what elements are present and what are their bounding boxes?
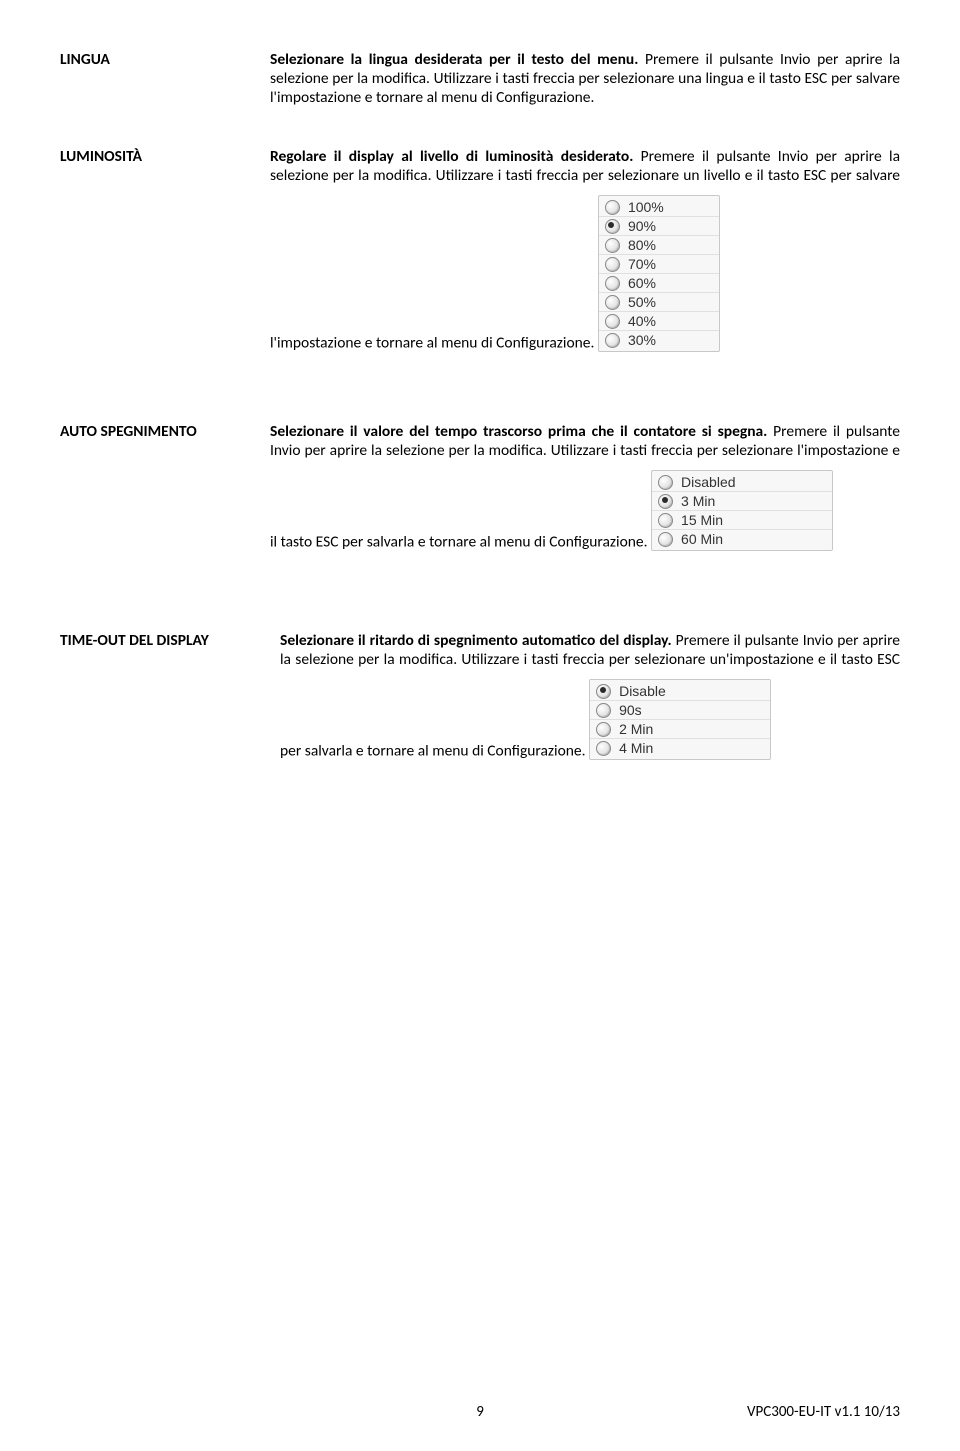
body-timeout-display: Selezionare il ritardo di spegnimento au… [280,631,900,770]
option-row[interactable]: 80% [599,236,719,255]
rest-luminosita: Premere il pulsante Invio per aprire la … [270,147,900,353]
option-label: 15 Min [681,512,723,528]
option-row[interactable]: 2 Min [590,720,770,739]
label-auto-spegnimento: AUTO SPEGNIMENTO [60,422,270,441]
page: LINGUA Selezionare la lingua desiderata … [0,0,960,1451]
option-label: 50% [628,294,656,310]
option-label: 100% [628,199,664,215]
label-timeout-display: TIME-OUT DEL DISPLAY [60,631,280,650]
options-timeout-display: Disable 90s 2 Min 4 Min [589,679,771,760]
section-auto-spegnimento: AUTO SPEGNIMENTO Selezionare il valore d… [60,422,900,561]
radio-icon[interactable] [605,333,620,348]
lead-timeout-display: Selezionare il ritardo di spegnimento au… [280,631,672,650]
body-lingua: Selezionare la lingua desiderata per il … [270,50,900,107]
lead-auto-spegnimento: Selezionare il valore del tempo trascors… [270,422,767,441]
body-luminosita: Regolare il display al livello di lumino… [270,147,900,362]
option-row[interactable]: 70% [599,255,719,274]
options-luminosita: 100% 90% 80% 70% 60% 50% 40% 30% [598,195,720,352]
radio-icon[interactable] [596,722,611,737]
footer: 9 VPC300-EU-IT v1.1 10/13 [60,1403,900,1421]
option-label: Disable [619,683,666,699]
footer-page: 9 [476,1403,484,1421]
options-auto-spegnimento: Disabled 3 Min 15 Min 60 Min [651,470,833,551]
option-row[interactable]: 15 Min [652,511,832,530]
option-label: 90% [628,218,656,234]
radio-icon[interactable] [605,314,620,329]
radio-icon[interactable] [596,703,611,718]
option-label: Disabled [681,474,735,490]
option-label: 2 Min [619,721,653,737]
option-row[interactable]: 60% [599,274,719,293]
section-luminosita: LUMINOSITÀ Regolare il display al livell… [60,147,900,362]
radio-icon[interactable] [605,219,620,234]
option-label: 80% [628,237,656,253]
radio-icon[interactable] [605,276,620,291]
label-luminosita: LUMINOSITÀ [60,147,270,166]
option-label: 70% [628,256,656,272]
option-row[interactable]: 3 Min [652,492,832,511]
option-label: 4 Min [619,740,653,756]
option-row[interactable]: 30% [599,331,719,349]
option-label: 60% [628,275,656,291]
section-timeout-display: TIME-OUT DEL DISPLAY Selezionare il rita… [60,631,900,770]
radio-icon[interactable] [605,200,620,215]
option-label: 60 Min [681,531,723,547]
radio-icon[interactable] [658,494,673,509]
radio-icon[interactable] [596,684,611,699]
option-row[interactable]: Disable [590,682,770,701]
option-label: 3 Min [681,493,715,509]
option-row[interactable]: 40% [599,312,719,331]
option-row[interactable]: 90s [590,701,770,720]
radio-icon[interactable] [605,238,620,253]
option-row[interactable]: 4 Min [590,739,770,757]
option-row[interactable]: Disabled [652,473,832,492]
option-label: 40% [628,313,656,329]
lead-lingua: Selezionare la lingua desiderata per il … [270,50,638,69]
radio-icon[interactable] [658,513,673,528]
radio-icon[interactable] [605,295,620,310]
lead-luminosita: Regolare il display al livello di lumino… [270,147,633,166]
option-label: 30% [628,332,656,348]
radio-icon[interactable] [596,741,611,756]
section-lingua: LINGUA Selezionare la lingua desiderata … [60,50,900,107]
radio-icon[interactable] [658,532,673,547]
option-row[interactable]: 90% [599,217,719,236]
option-row[interactable]: 60 Min [652,530,832,548]
label-lingua: LINGUA [60,50,270,69]
radio-icon[interactable] [605,257,620,272]
option-label: 90s [619,702,642,718]
option-row[interactable]: 100% [599,198,719,217]
body-auto-spegnimento: Selezionare il valore del tempo trascors… [270,422,900,561]
footer-doc: VPC300-EU-IT v1.1 10/13 [747,1403,900,1421]
radio-icon[interactable] [658,475,673,490]
option-row[interactable]: 50% [599,293,719,312]
